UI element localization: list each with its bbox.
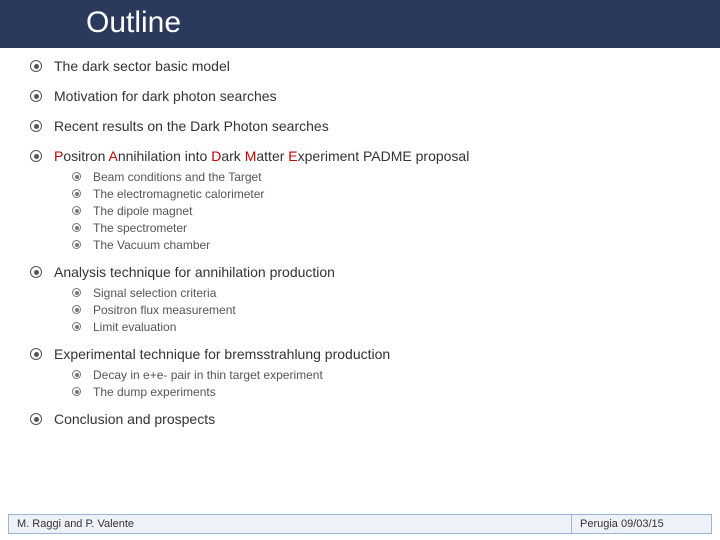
- emphasis-letter: P: [54, 148, 63, 164]
- bullet-icon: [72, 240, 81, 249]
- bullet-icon: [72, 223, 81, 232]
- outline-content: The dark sector basic model Motivation f…: [0, 48, 720, 427]
- outline-subtext: Signal selection criteria: [93, 286, 216, 300]
- emphasis-letter: D: [211, 148, 221, 164]
- outline-text: Conclusion and prospects: [54, 411, 215, 427]
- emphasis-letter: A: [108, 148, 117, 164]
- outline-item: Recent results on the Dark Photon search…: [30, 118, 690, 134]
- outline-subitem: Decay in e+e- pair in thin target experi…: [72, 368, 690, 382]
- bullet-icon: [72, 370, 81, 379]
- sub-list: Decay in e+e- pair in thin target experi…: [30, 368, 690, 399]
- outline-item-padme: Positron Annihilation into Dark Matter E…: [30, 148, 690, 164]
- outline-text: The dark sector basic model: [54, 58, 230, 74]
- bullet-icon: [72, 305, 81, 314]
- bullet-icon: [30, 266, 42, 278]
- outline-item: Analysis technique for annihilation prod…: [30, 264, 690, 280]
- outline-subtext: The dipole magnet: [93, 204, 192, 218]
- footer-date: Perugia 09/03/15: [572, 514, 712, 534]
- bullet-icon: [30, 348, 42, 360]
- footer: M. Raggi and P. Valente Perugia 09/03/15: [0, 514, 720, 534]
- bullet-icon: [72, 322, 81, 331]
- bullet-icon: [30, 60, 42, 72]
- outline-subitem: The electromagnetic calorimeter: [72, 187, 690, 201]
- outline-item: Conclusion and prospects: [30, 411, 690, 427]
- outline-subtext: The spectrometer: [93, 221, 187, 235]
- outline-subitem: Limit evaluation: [72, 320, 690, 334]
- outline-subitem: The spectrometer: [72, 221, 690, 235]
- outline-text: Motivation for dark photon searches: [54, 88, 277, 104]
- bullet-icon: [72, 206, 81, 215]
- bullet-icon: [72, 288, 81, 297]
- emphasis-letter: M: [245, 148, 257, 164]
- outline-subitem: Beam conditions and the Target: [72, 170, 690, 184]
- outline-subitem: The Vacuum chamber: [72, 238, 690, 252]
- bullet-icon: [72, 189, 81, 198]
- outline-subtext: Beam conditions and the Target: [93, 170, 262, 184]
- sub-list: Signal selection criteria Positron flux …: [30, 286, 690, 334]
- bullet-icon: [30, 150, 42, 162]
- outline-text: Positron Annihilation into Dark Matter E…: [54, 148, 469, 164]
- bullet-icon: [30, 90, 42, 102]
- outline-subitem: Signal selection criteria: [72, 286, 690, 300]
- outline-subitem: The dipole magnet: [72, 204, 690, 218]
- outline-item: Motivation for dark photon searches: [30, 88, 690, 104]
- sub-list: Beam conditions and the Target The elect…: [30, 170, 690, 252]
- title-bar: Outline: [0, 0, 720, 48]
- outline-subitem: Positron flux measurement: [72, 303, 690, 317]
- outline-subtext: Positron flux measurement: [93, 303, 236, 317]
- outline-subtext: Limit evaluation: [93, 320, 176, 334]
- outline-text: Analysis technique for annihilation prod…: [54, 264, 335, 280]
- bullet-icon: [30, 120, 42, 132]
- outline-text: Experimental technique for bremsstrahlun…: [54, 346, 390, 362]
- outline-subitem: The dump experiments: [72, 385, 690, 399]
- bullet-icon: [72, 172, 81, 181]
- outline-subtext: Decay in e+e- pair in thin target experi…: [93, 368, 323, 382]
- outline-subtext: The electromagnetic calorimeter: [93, 187, 264, 201]
- outline-text: Recent results on the Dark Photon search…: [54, 118, 329, 134]
- outline-item: Experimental technique for bremsstrahlun…: [30, 346, 690, 362]
- emphasis-letter: E: [288, 148, 297, 164]
- footer-authors: M. Raggi and P. Valente: [8, 514, 572, 534]
- outline-subtext: The Vacuum chamber: [93, 238, 210, 252]
- slide-title: Outline: [86, 6, 181, 39]
- bullet-icon: [72, 387, 81, 396]
- bullet-icon: [30, 413, 42, 425]
- outline-item: The dark sector basic model: [30, 58, 690, 74]
- outline-subtext: The dump experiments: [93, 385, 216, 399]
